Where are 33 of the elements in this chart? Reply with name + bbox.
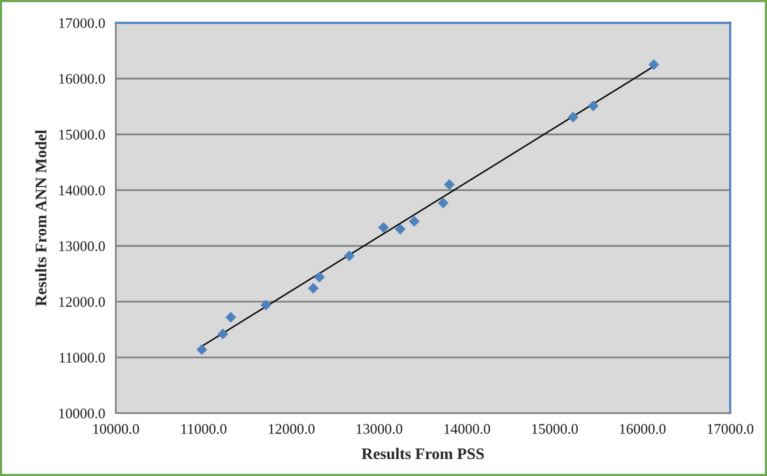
point	[225, 312, 236, 323]
point	[308, 282, 319, 294]
point	[314, 272, 325, 282]
point	[260, 300, 272, 310]
x-tick-label: 11000.0	[181, 424, 226, 434]
y-tick-label: 15000.0	[59, 130, 105, 140]
point	[438, 198, 449, 208]
x-tick-label: 16000.0	[620, 424, 666, 434]
x-tick-label: 15000.0	[532, 424, 578, 434]
y-tick-label: 11000.0	[60, 352, 105, 363]
y-tick-label: 13000.0	[59, 241, 105, 252]
x-tick-label: 12000.0	[268, 424, 314, 434]
point	[648, 59, 660, 70]
point	[394, 224, 406, 235]
y-tick-label: 12000.0	[59, 297, 105, 307]
point	[344, 250, 355, 262]
point	[408, 216, 420, 227]
x-tick-label: 17000.0	[708, 424, 754, 434]
y-tick-label: 14000.0	[59, 185, 105, 196]
point	[196, 344, 208, 355]
x-tick-label: 14000.0	[444, 424, 490, 434]
point	[588, 100, 599, 112]
x-tick-label: 10000.0	[93, 424, 139, 434]
point	[568, 112, 578, 122]
point	[378, 222, 389, 233]
y-axis-title: Results From ANN Model	[35, 130, 46, 306]
y-tick-label: 10000.0	[59, 408, 105, 418]
y-tick-label: 17000.0	[59, 18, 105, 28]
x-axis-title: Results From PSS	[362, 448, 484, 460]
point	[218, 328, 228, 340]
x-tick-label: 13000.0	[356, 424, 402, 434]
point	[444, 179, 455, 190]
y-tick-label: 16000.0	[59, 74, 105, 84]
